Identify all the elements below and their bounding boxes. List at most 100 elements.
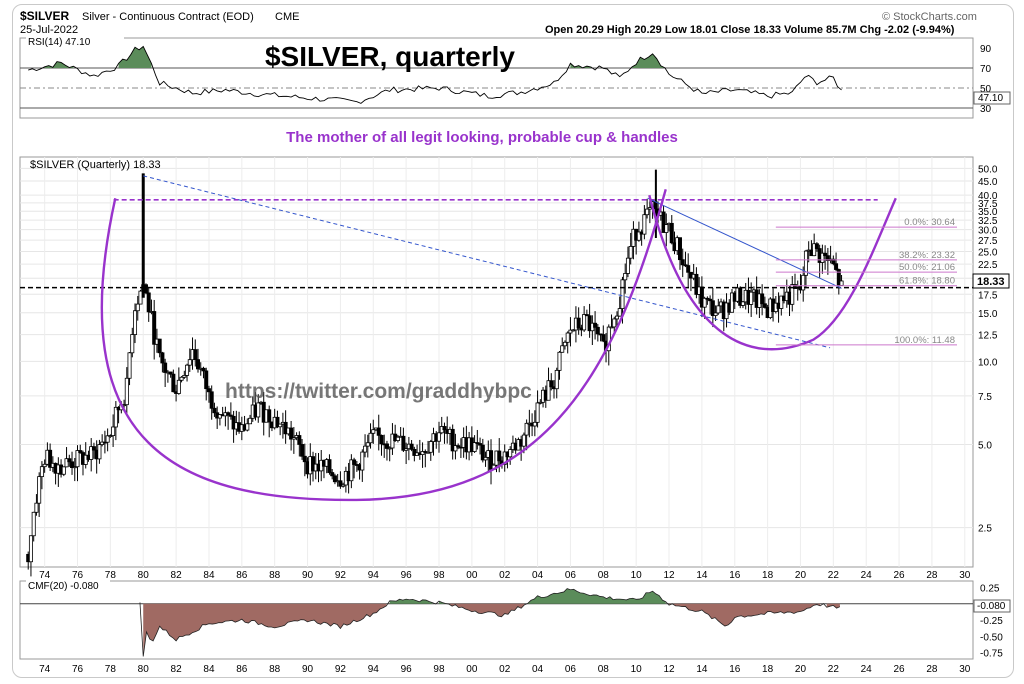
rsi-overbought-fill <box>632 53 665 68</box>
candle-body <box>37 476 42 504</box>
candle-body <box>420 451 425 456</box>
cmf-x-tick-label: 04 <box>532 664 544 675</box>
candle-body <box>480 444 485 461</box>
cmf-x-tick-label: 24 <box>861 664 873 675</box>
candle-body <box>338 480 343 487</box>
candle-body <box>803 250 808 276</box>
price-x-tick-label: 02 <box>499 570 511 581</box>
cmf-neg-fill <box>826 603 840 609</box>
candle-body <box>538 401 543 404</box>
candle-body <box>360 451 365 471</box>
cmf-x-tick-label: 28 <box>926 664 938 675</box>
rsi-line <box>28 45 842 104</box>
candle-body <box>497 450 502 462</box>
candle-body <box>582 314 587 331</box>
candle-body <box>368 432 373 444</box>
cmf-x-tick-label: 16 <box>729 664 741 675</box>
price-x-tick-label: 00 <box>466 570 478 581</box>
chart-frame <box>12 4 1014 678</box>
cmf-x-tick-label: 88 <box>269 664 281 675</box>
cmf-x-tick-label: 90 <box>302 664 314 675</box>
candle-body <box>108 435 113 438</box>
candle-body <box>384 443 389 449</box>
rsi-label: RSI(14) 47.10 <box>28 37 91 48</box>
candle-body <box>157 338 162 354</box>
cmf-panel-frame <box>19 580 974 660</box>
candle-body <box>330 472 335 477</box>
last-price-badge <box>972 273 1010 289</box>
candle-body <box>762 303 767 308</box>
candle-body <box>332 475 337 483</box>
candle-body <box>72 466 77 469</box>
candle-body <box>376 427 381 436</box>
candle-body <box>625 257 630 274</box>
price-x-tick-label: 28 <box>926 570 938 581</box>
stockcharts-brand[interactable]: © StockCharts.com <box>882 11 977 23</box>
candle-body <box>75 450 80 468</box>
price-y-tick-label: 10.0 <box>978 357 998 368</box>
price-x-tick-label: 24 <box>861 570 873 581</box>
price-y-tick-label: 45.0 <box>978 177 998 188</box>
price-x-tick-labels: 74 76 78 80 82 84 86 88 90 92 94 96 98 00 02 04 06 08 10 12… <box>39 570 971 581</box>
candle-body <box>209 391 214 409</box>
cmf-x-tick-label: 96 <box>401 664 413 675</box>
cmf-series <box>139 588 841 657</box>
candle-body <box>64 458 69 468</box>
candle-body <box>201 367 206 372</box>
price-y-tick-label: 17.5 <box>978 290 998 301</box>
rsi-last-badge <box>973 91 1011 105</box>
candle-body <box>647 207 652 210</box>
candle-body <box>702 297 707 308</box>
candle-body <box>710 300 715 316</box>
price-x-tick-label: 96 <box>401 570 413 581</box>
cmf-x-tick-label: 74 <box>39 664 51 675</box>
candle-body <box>168 371 173 375</box>
price-x-tick-label: 78 <box>105 570 117 581</box>
candle-body <box>609 326 614 329</box>
cmf-x-tick-label: 98 <box>433 664 445 675</box>
price-x-tick-label: 82 <box>171 570 183 581</box>
candle-body <box>267 409 272 423</box>
candle-body <box>160 352 165 364</box>
candle-body <box>478 443 483 446</box>
chart-date: 25-Jul-2022 <box>20 24 78 36</box>
candle-body <box>584 314 589 317</box>
candle-body <box>453 445 458 452</box>
cmf-x-tick-label: 12 <box>663 664 675 675</box>
candle-body <box>365 442 370 447</box>
candle-body <box>576 317 581 329</box>
cmf-x-tick-label: 80 <box>138 664 150 675</box>
cmf-tick-label: -0.75 <box>980 649 1003 660</box>
candle-body <box>67 458 72 463</box>
candle-body <box>97 444 102 460</box>
candle-body <box>217 414 222 419</box>
candle-body <box>614 315 619 320</box>
candle-body <box>680 259 685 266</box>
candle-body <box>831 258 836 265</box>
candle-body <box>111 426 116 437</box>
rsi-last-value: 47.10 <box>978 93 1003 104</box>
candle-body <box>226 412 231 416</box>
candle-body <box>89 446 94 460</box>
candle-body <box>628 245 633 259</box>
price-y-tick-label: 27.5 <box>978 236 998 247</box>
candle-body <box>379 434 384 445</box>
candle-body <box>105 435 110 443</box>
cmf-x-tick-labels: 74 76 78 80 82 84 86 88 90 92 94 96 98 00 02 04 06 08 10 12… <box>39 664 971 675</box>
candle-body <box>532 421 537 427</box>
candle-body <box>113 406 118 428</box>
rsi-tick-label: 50 <box>980 84 992 95</box>
cmf-x-tick-label: 22 <box>828 664 840 675</box>
candle-body <box>278 423 283 428</box>
candle-body <box>524 422 529 436</box>
candle-body <box>730 292 735 313</box>
candle-body <box>70 461 75 468</box>
cmf-x-tick-label: 18 <box>762 664 774 675</box>
candle-body <box>483 456 488 461</box>
cmf-x-tick-label: 20 <box>795 664 807 675</box>
cmf-x-tick-label: 76 <box>72 664 84 675</box>
candle-body <box>300 444 305 457</box>
candle-body <box>426 451 431 454</box>
candle-body <box>620 279 625 309</box>
candle-body <box>475 442 480 444</box>
